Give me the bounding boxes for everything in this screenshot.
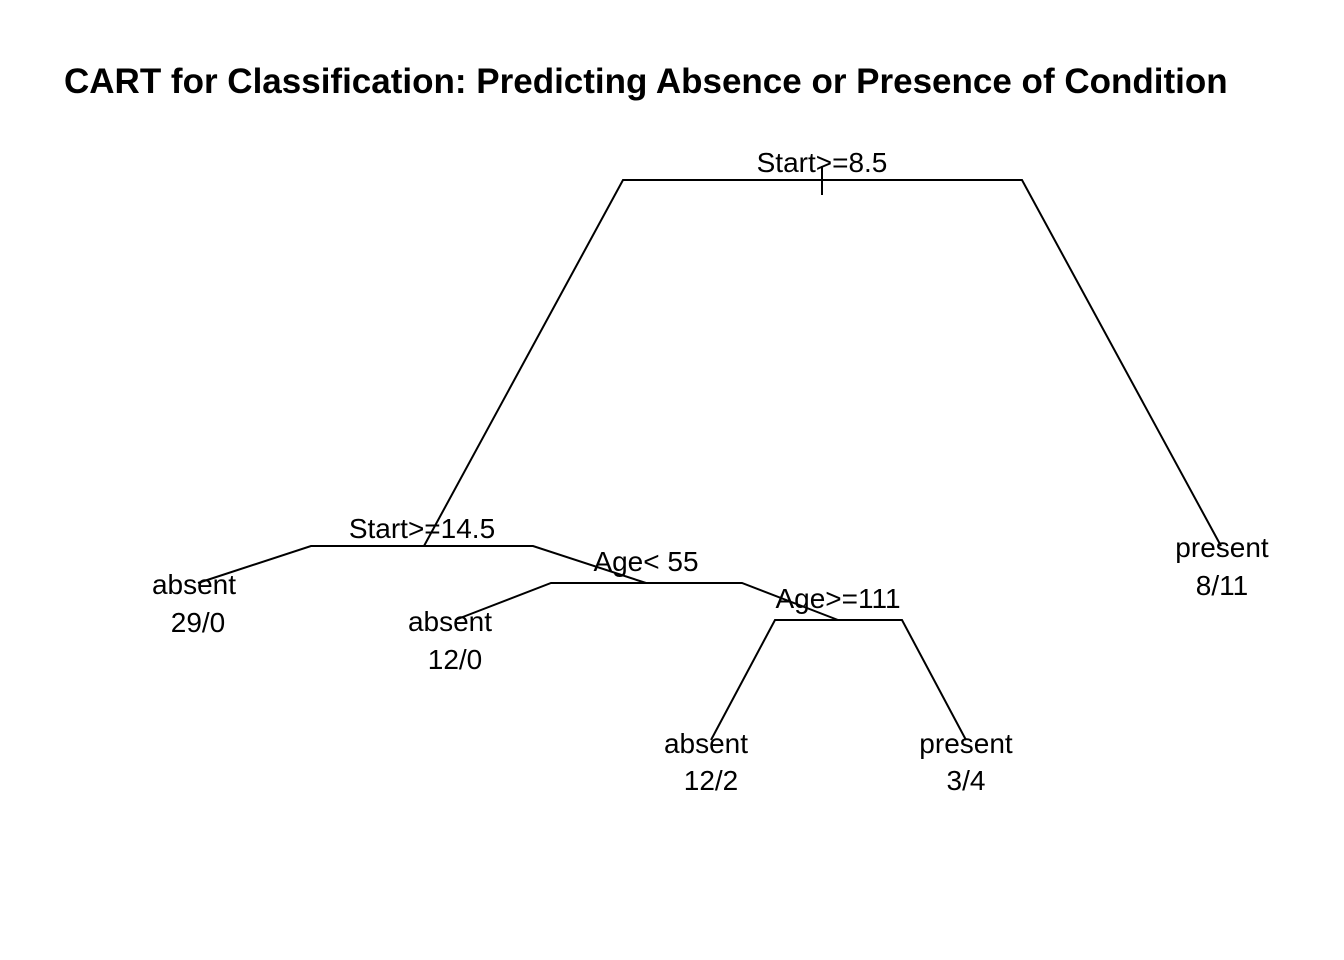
split-age-111-label: Age>=111: [775, 583, 900, 614]
root-split: Start>=8.5: [423, 147, 1222, 547]
leaf-class-label: absent: [408, 606, 492, 637]
split-start-14-5-label: Start>=14.5: [349, 513, 495, 544]
leaf-counts-label: 8/11: [1196, 570, 1248, 601]
split-age-55-branch: [454, 582, 839, 621]
split-age-55: Age< 55: [454, 546, 839, 621]
leaf-present-3-4: present 3/4: [919, 728, 1013, 796]
leaf-absent-12-0: absent 12/0: [408, 606, 492, 675]
leaf-absent-29-0: absent 29/0: [152, 569, 236, 638]
leaf-class-label: present: [1175, 532, 1269, 563]
split-age-111: Age>=111: [710, 583, 967, 741]
root-split-label: Start>=8.5: [757, 147, 888, 178]
leaf-counts-label: 12/2: [684, 765, 739, 796]
split-start-14-5-branch: [197, 545, 647, 584]
split-age-55-label: Age< 55: [593, 546, 698, 577]
split-age-111-branch: [710, 619, 967, 741]
leaf-counts-label: 3/4: [947, 765, 986, 796]
split-start-14-5: Start>=14.5: [197, 513, 647, 584]
leaf-counts-label: 12/0: [428, 644, 483, 675]
root-branch: [423, 179, 1222, 547]
leaf-class-label: absent: [152, 569, 236, 600]
chart-title: CART for Classification: Predicting Abse…: [64, 62, 1228, 101]
leaf-class-label: present: [919, 728, 1013, 759]
leaf-absent-12-2: absent 12/2: [664, 728, 748, 796]
leaf-present-8-11: present 8/11: [1175, 532, 1269, 601]
leaf-class-label: absent: [664, 728, 748, 759]
leaf-counts-label: 29/0: [171, 607, 226, 638]
